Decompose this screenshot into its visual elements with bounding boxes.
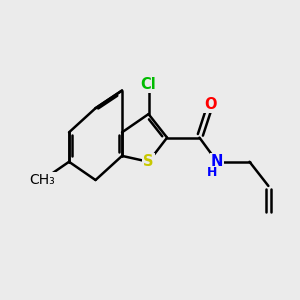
Text: N: N — [211, 154, 223, 169]
Text: Cl: Cl — [141, 77, 156, 92]
Text: O: O — [204, 97, 217, 112]
Text: S: S — [143, 154, 154, 169]
Text: CH₃: CH₃ — [30, 173, 56, 187]
Text: H: H — [207, 167, 217, 179]
